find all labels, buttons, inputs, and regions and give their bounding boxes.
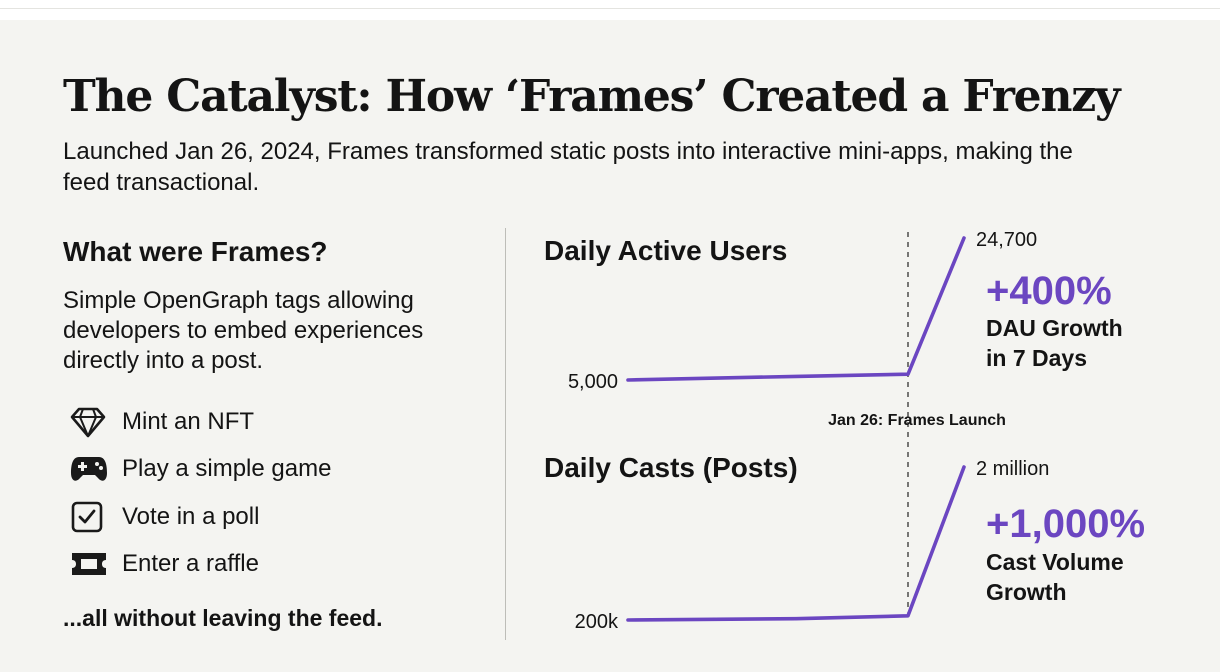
- growth-caption: DAU Growth: [986, 315, 1123, 341]
- launch-marker-label: Jan 26: Frames Launch: [828, 412, 1006, 429]
- frames-description: Simple OpenGraph tags allowing developer…: [63, 287, 424, 374]
- feature-label: Vote in a poll: [122, 502, 260, 530]
- top-strip: [0, 0, 1220, 20]
- diamond-icon: [70, 403, 108, 441]
- end-value-label: 2 million: [976, 458, 1049, 480]
- feature-label: Mint an NFT: [122, 407, 255, 435]
- growth-caption: in 7 Days: [986, 345, 1087, 371]
- feature-item: Mint an NFT: [70, 398, 331, 446]
- tagline: ...all without leaving the feed.: [63, 605, 383, 631]
- gamepad-icon: [70, 450, 108, 488]
- checkbox-icon: [70, 498, 108, 536]
- top-border: [0, 8, 1220, 9]
- growth-percent: +1,000%: [986, 502, 1145, 546]
- ticket-icon: [70, 545, 108, 583]
- frames-heading: What were Frames?: [63, 236, 328, 267]
- page-title: The Catalyst: How ‘Frames’ Created a Fre…: [63, 71, 1121, 122]
- series-line: [626, 465, 966, 622]
- growth-caption: Cast Volume: [986, 549, 1124, 575]
- start-value-label: 5,000: [568, 371, 618, 393]
- chart-title: Daily Active Users: [544, 235, 787, 266]
- page-subtitle: Launched Jan 26, 2024, Frames transforme…: [63, 138, 1073, 196]
- feature-list: Mint an NFT Play a simple game Vote in a…: [70, 398, 331, 588]
- chart-title: Daily Casts (Posts): [544, 452, 798, 483]
- feature-label: Play a simple game: [122, 455, 332, 483]
- growth-percent: +400%: [986, 269, 1112, 313]
- feature-item: Vote in a poll: [70, 493, 331, 541]
- series-line: [626, 236, 966, 382]
- column-divider: [505, 228, 506, 640]
- start-value-label: 200k: [575, 611, 619, 633]
- growth-caption: Growth: [986, 579, 1067, 605]
- feature-label: Enter a raffle: [122, 550, 259, 578]
- end-value-label: 24,700: [976, 229, 1037, 251]
- feature-item: Enter a raffle: [70, 541, 331, 589]
- feature-item: Play a simple game: [70, 446, 331, 494]
